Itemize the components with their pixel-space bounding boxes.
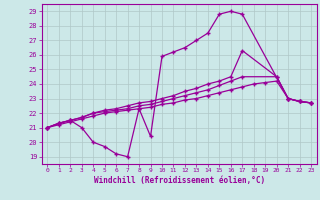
X-axis label: Windchill (Refroidissement éolien,°C): Windchill (Refroidissement éolien,°C) [94, 176, 265, 185]
